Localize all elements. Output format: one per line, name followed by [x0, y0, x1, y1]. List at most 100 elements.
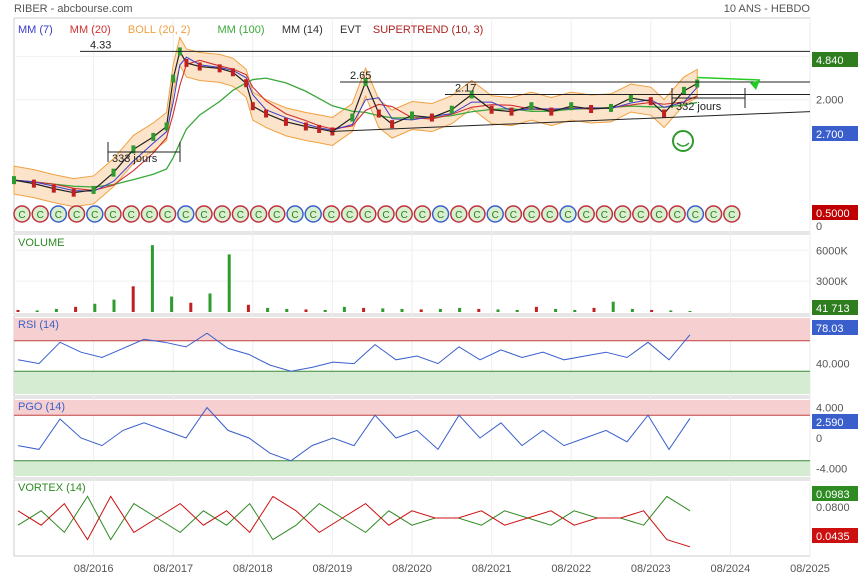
- volume-bar: [400, 308, 404, 312]
- signal-circle: [613, 205, 632, 223]
- signal-circle: [723, 205, 741, 223]
- x-tick-label: 08/2024: [711, 563, 751, 575]
- x-tick-label: 08/2025: [790, 563, 830, 575]
- support-trend-line: [329, 111, 811, 132]
- volume-bar: [438, 308, 442, 312]
- price-candle: [509, 107, 514, 116]
- signal-circle: [577, 205, 595, 223]
- pgo-tick-label: 4.000: [816, 403, 844, 415]
- signal-letter: C: [37, 210, 44, 221]
- price-candle: [12, 176, 16, 185]
- signal-circle: [686, 205, 705, 223]
- signal-letter: C: [710, 210, 717, 221]
- signal-letter: C: [109, 210, 116, 221]
- price-candle: [350, 113, 355, 122]
- volume-bar: [112, 299, 116, 312]
- signal-letter: C: [291, 210, 298, 221]
- price-candle: [164, 122, 169, 131]
- signal-letter: C: [455, 210, 462, 221]
- volume-title: VOLUME: [18, 237, 64, 249]
- volume-tick-label: 3000K: [816, 276, 848, 288]
- x-tick-label: 08/2019: [313, 563, 353, 575]
- volume-bar: [323, 309, 327, 312]
- signal-circle-icon: C: [195, 205, 213, 223]
- volume-bar: [93, 303, 97, 312]
- signal-letter: C: [728, 210, 735, 221]
- pgo-title: PGO (14): [18, 401, 65, 413]
- price-candle: [410, 111, 414, 120]
- signal-circle-icon: C: [413, 205, 432, 223]
- legend-entry: SUPERTREND (10, 3): [373, 24, 483, 36]
- volume-bar: [189, 302, 193, 312]
- price-candle: [681, 86, 686, 95]
- legend-entry: MM (7): [18, 24, 53, 36]
- price-legend: MM (7) MM (20) BOLL (20, 2) MM (100) MM (14)…: [18, 24, 483, 36]
- signal-letter: C: [55, 210, 62, 221]
- signal-letter: C: [273, 210, 280, 221]
- signal-circle: [395, 205, 413, 223]
- signal-letter: C: [364, 210, 371, 221]
- price-candle: [151, 132, 156, 141]
- signal-circle: [650, 205, 668, 223]
- legend-entry: MM (100): [218, 24, 265, 36]
- signal-circle: [522, 205, 541, 223]
- signal-circle: [504, 205, 523, 223]
- legend-entry: MM (20): [70, 24, 111, 36]
- volume-bar: [419, 309, 423, 312]
- price-candle: [184, 58, 189, 67]
- signal-letter: C: [401, 210, 408, 221]
- signal-letter: C: [237, 210, 244, 221]
- signal-letter: C: [219, 210, 226, 221]
- signal-letter: C: [637, 210, 644, 221]
- signal-circle: [249, 205, 268, 223]
- price-tick-label: 0: [816, 221, 822, 233]
- signal-circle-icon: C: [704, 205, 723, 223]
- volume-bar: [208, 293, 212, 312]
- signal-circle-icon: C: [650, 205, 668, 223]
- price-badge-current-text: 2.700: [816, 129, 844, 141]
- price-candle: [390, 120, 395, 129]
- signal-circle: [49, 205, 68, 223]
- volume-bar: [515, 309, 519, 312]
- signal-circle-icon: C: [522, 205, 541, 223]
- signal-circle-icon: C: [122, 205, 140, 223]
- price-badge-low-text: 0.5000: [816, 208, 850, 220]
- signal-circle-icon: C: [450, 205, 468, 223]
- signal-circle: [704, 205, 723, 223]
- signal-circle-icon: C: [231, 205, 250, 223]
- signal-letter: C: [655, 210, 662, 221]
- price-candle: [71, 188, 76, 197]
- signal-circle: [86, 205, 104, 223]
- signal-letter: C: [674, 210, 681, 221]
- price-candle: [230, 68, 235, 77]
- volume-bar: [477, 308, 481, 312]
- signal-circle-icon: C: [723, 205, 741, 223]
- signal-letter: C: [492, 210, 499, 221]
- legend-entry: BOLL (20, 2): [128, 24, 191, 36]
- signal-circle: [158, 205, 177, 223]
- volume-bar: [650, 309, 654, 312]
- volume-plot: VOLUME 6000K 3000K: [16, 237, 848, 312]
- rsi-title: RSI (14): [18, 319, 59, 331]
- smiley-mouth: [676, 142, 690, 147]
- signal-circle: [268, 205, 286, 223]
- signal-letter: C: [692, 210, 699, 221]
- price-candle: [628, 94, 633, 103]
- price-line: [13, 49, 698, 194]
- level-label: 4.33: [90, 39, 111, 51]
- signal-circle: [595, 205, 614, 223]
- price-candle: [283, 117, 288, 126]
- signal-circle-icon: C: [13, 205, 31, 223]
- vortex-tick-label: 0.0800: [816, 502, 850, 514]
- signal-letter: C: [328, 210, 335, 221]
- vortex-line: [17, 495, 691, 541]
- signal-letter: C: [255, 210, 262, 221]
- signal-circle-icon: C: [431, 205, 450, 223]
- signal-circle-icon: C: [177, 205, 195, 223]
- pgo-tick-label: 0: [816, 433, 822, 445]
- signal-letter: C: [583, 210, 590, 221]
- signal-circle: [177, 205, 195, 223]
- rsi-plot: RSI (14) 40.000: [14, 318, 850, 394]
- volume-bar: [246, 304, 250, 312]
- signal-letter: C: [146, 210, 153, 221]
